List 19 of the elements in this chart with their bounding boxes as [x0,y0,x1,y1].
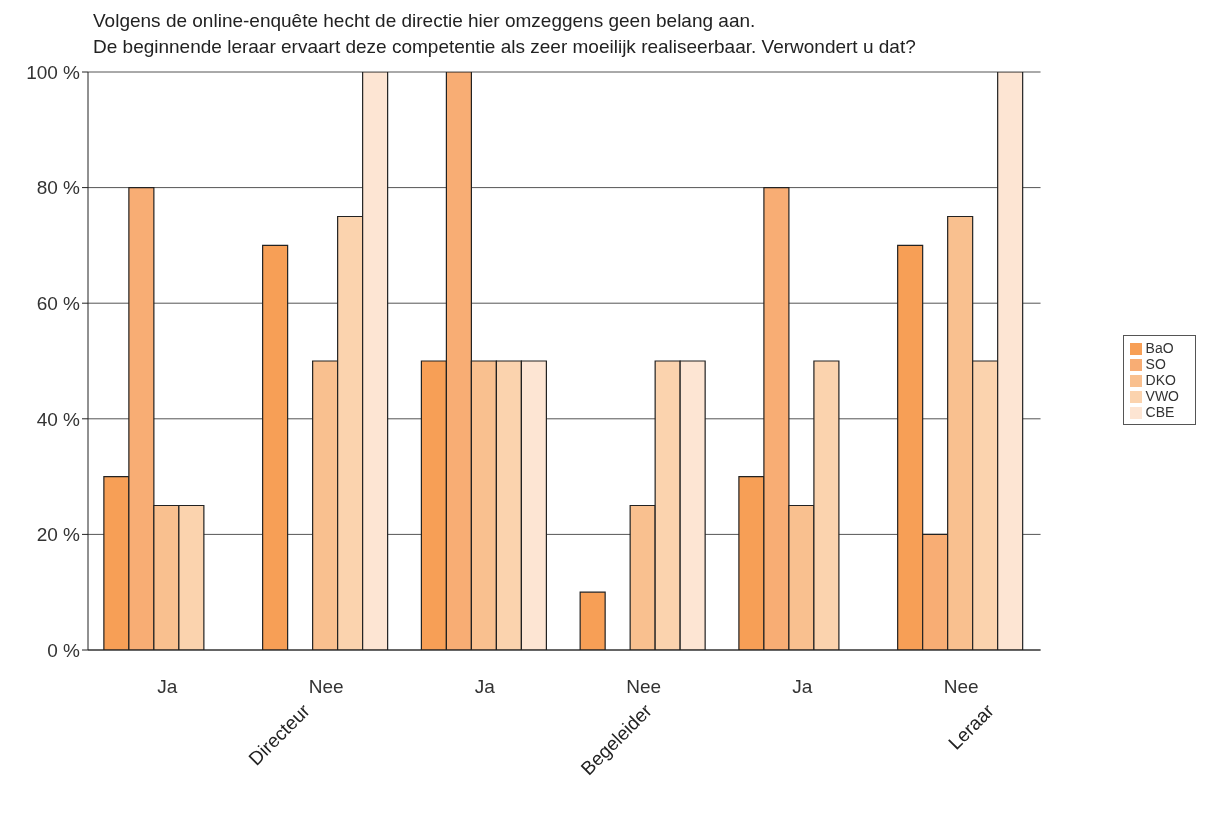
legend-label: CBE [1145,404,1175,420]
chart-title: Volgens de online-enquête hecht de directie hier omzeggens geen belang aan. [93,9,757,33]
legend-label: BaO [1145,340,1174,356]
x-tick-label: Nee [308,676,344,698]
y-tick-label: 0 % [47,639,81,661]
chart-subtitle: De beginnende leraar ervaart deze competentie als zeer moeilijk realiseerbaar. Verwondert u dat? [93,35,917,59]
x-tick-label: Ja [157,676,178,698]
y-tick-label: 20 % [36,524,81,546]
legend-label: VWO [1145,388,1179,404]
y-tick-label: 40 % [36,408,81,430]
legend-label: DKO [1145,372,1176,388]
legend-label: SO [1145,356,1166,372]
x-tick-label: Nee [626,676,662,698]
x-tick-label: Nee [943,676,979,698]
y-tick-label: 100 % [26,61,81,83]
x-tick-label: Ja [474,676,496,698]
x-tick-label: Ja [792,676,813,698]
y-tick-label: 80 % [36,177,81,199]
y-tick-label: 60 % [36,292,81,314]
